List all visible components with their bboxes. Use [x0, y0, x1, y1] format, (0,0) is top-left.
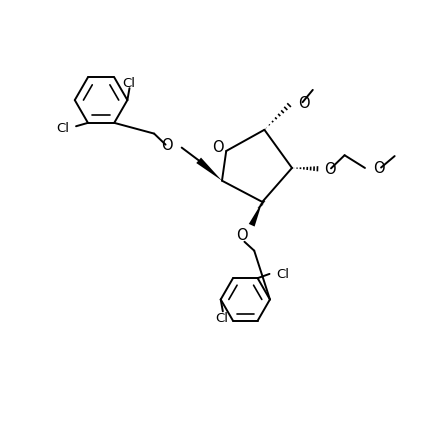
Text: O: O	[297, 96, 309, 111]
Polygon shape	[248, 202, 262, 227]
Text: O: O	[160, 138, 172, 153]
Text: O: O	[211, 140, 223, 155]
Text: O: O	[323, 162, 335, 177]
Text: O: O	[373, 161, 384, 176]
Polygon shape	[196, 158, 222, 181]
Text: Cl: Cl	[215, 311, 227, 324]
Text: Cl: Cl	[56, 121, 69, 134]
Text: Cl: Cl	[276, 267, 289, 280]
Text: Cl: Cl	[122, 77, 135, 89]
Text: O: O	[236, 227, 248, 242]
